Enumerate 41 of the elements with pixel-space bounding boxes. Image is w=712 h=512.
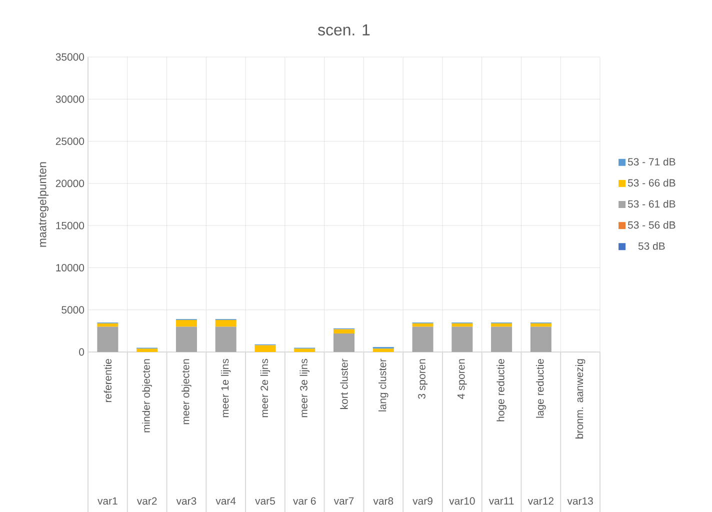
legend-label: 53 - 66 dB xyxy=(628,178,676,187)
chart-title: scen. 1 xyxy=(318,24,370,36)
x-tick-label: meer objecten xyxy=(182,359,192,424)
legend-label: 53 - 61 dB xyxy=(628,200,676,208)
y-axis-title: maatregelpunten xyxy=(38,162,49,247)
text: var1 xyxy=(98,497,118,505)
legend-label: 53 - 56 dB xyxy=(628,221,676,229)
x-tick-label: kort cluster xyxy=(340,358,348,409)
text: var10 xyxy=(449,497,475,505)
y-tick-label: 10000 xyxy=(56,264,84,272)
y-tick-label: 20000 xyxy=(56,180,84,188)
text: var13 xyxy=(567,497,593,505)
y-tick-label: 25000 xyxy=(56,138,84,145)
legend-label: 53 - 71 dB xyxy=(628,158,676,166)
text: var8 xyxy=(373,497,394,505)
x-tick-label: bronm. aanwezig xyxy=(575,359,586,438)
text: var7 xyxy=(334,497,354,505)
text: var11 xyxy=(488,497,514,505)
x-tick-label: minder objecten xyxy=(142,359,152,432)
legend-label: 53 dB xyxy=(638,242,665,250)
text: var5 xyxy=(255,497,275,505)
text: var 6 xyxy=(293,497,316,505)
x-tick-label: meer 3e lijns xyxy=(300,358,310,418)
x-tick-label: lang cluster xyxy=(378,358,388,412)
x-tick-label: referentie xyxy=(104,359,112,402)
y-tick-label: 30000 xyxy=(56,95,84,103)
x-tick-label: 4 sporen xyxy=(457,359,467,399)
y-tick-label: 15000 xyxy=(56,222,84,230)
y-tick-label: 35000 xyxy=(56,53,84,61)
x-tick-label: meer 1e lijns xyxy=(220,358,231,418)
text: var9 xyxy=(412,497,432,505)
x-tick-label: meer 2e lijns xyxy=(260,358,270,418)
text: var4 xyxy=(216,497,236,505)
x-tick-label: 3 sporen xyxy=(418,359,428,399)
text: var2 xyxy=(136,497,157,505)
x-tick-label: hoge reductie xyxy=(496,359,506,422)
text: var12 xyxy=(528,497,554,505)
y-tick-label: 5000 xyxy=(62,306,84,314)
x-tick-label: lage reductie xyxy=(536,359,546,418)
text: var3 xyxy=(176,497,196,505)
y-tick-label: 0 xyxy=(79,348,84,356)
